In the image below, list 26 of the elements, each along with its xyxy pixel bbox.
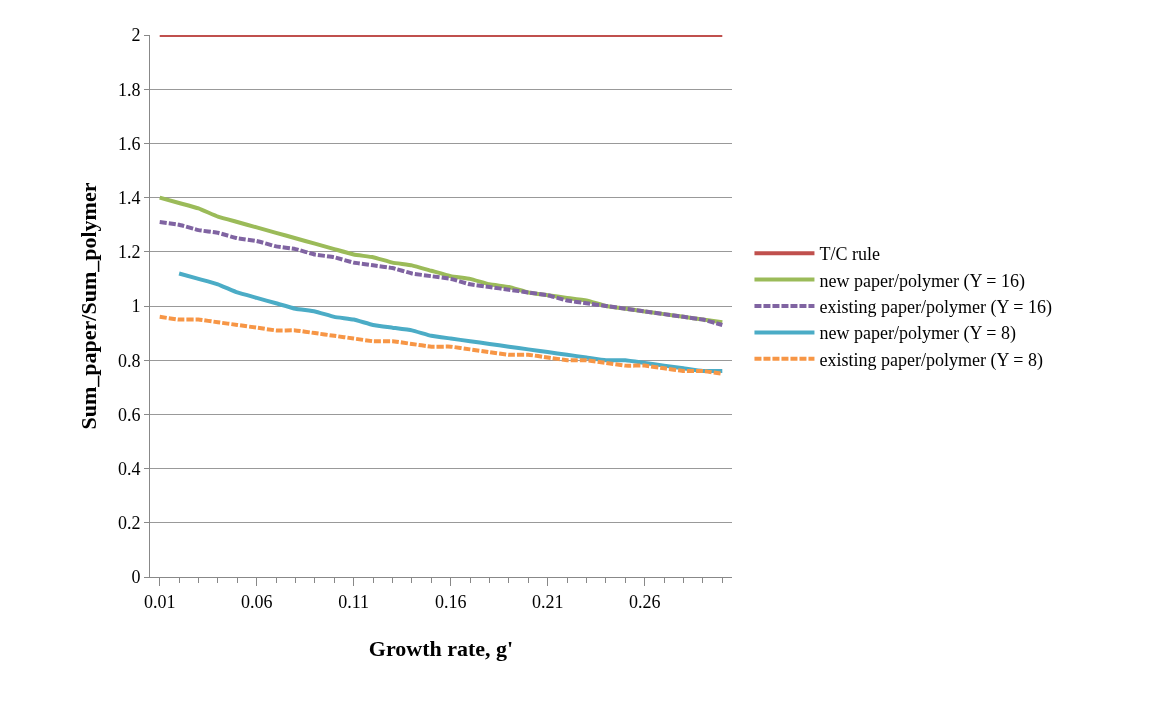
y-tick-label: 1 [131, 296, 141, 317]
x-tick-label: 0.21 [531, 591, 564, 612]
x-tick-label: 0.11 [338, 591, 370, 612]
y-tick-label: 1.8 [117, 79, 141, 100]
y-tick-label: 0.4 [117, 458, 141, 479]
y-tick-label: 0.6 [117, 404, 141, 425]
line-series [157, 219, 725, 327]
y-tick-label: 2 [131, 25, 141, 46]
x-tick-label: 0.06 [240, 591, 273, 612]
y-tick-label: 0.2 [117, 513, 141, 534]
legend-label: T/C rule [819, 244, 880, 265]
legend-label: new paper/polymer (Y = 8) [819, 323, 1016, 345]
x-tick-label: 0.26 [628, 591, 661, 612]
y-tick-label: 1.6 [117, 133, 141, 154]
x-tick-label: 0.01 [143, 591, 176, 612]
x-axis-title: Growth rate, g' [368, 636, 514, 662]
y-tick-label: 1.4 [117, 187, 141, 208]
y-tick-label: 0 [131, 567, 141, 588]
legend-label: existing paper/polymer (Y = 16) [819, 297, 1052, 319]
legend-label: existing paper/polymer (Y = 8) [819, 349, 1043, 371]
y-axis-title: Sum_paper/Sum_polymer [75, 182, 101, 430]
x-tick-label: 0.16 [434, 591, 467, 612]
y-tick-label: 0.8 [117, 350, 141, 371]
y-tick-label: 1.2 [117, 242, 141, 263]
legend-label: new paper/polymer (Y = 16) [819, 270, 1025, 292]
line-series [177, 271, 725, 374]
